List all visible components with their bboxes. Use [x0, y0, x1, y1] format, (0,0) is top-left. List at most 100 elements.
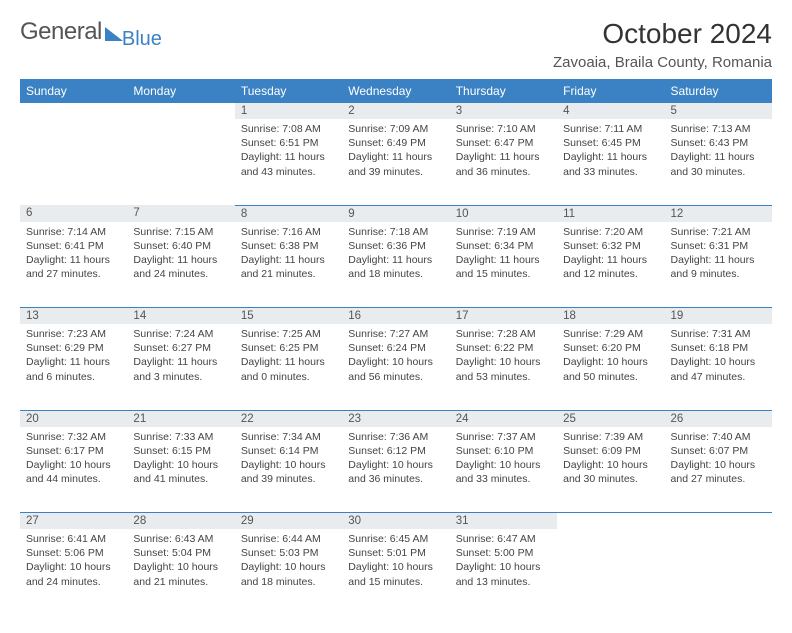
title-block: October 2024 Zavoaia, Braila County, Rom…: [553, 18, 772, 71]
day-details: Sunrise: 6:41 AMSunset: 5:06 PMDaylight:…: [20, 529, 127, 595]
day-content-cell: Sunrise: 7:21 AMSunset: 6:31 PMDaylight:…: [665, 222, 772, 308]
day-content-cell: Sunrise: 6:41 AMSunset: 5:06 PMDaylight:…: [20, 529, 127, 615]
day-number-cell: 3: [450, 103, 557, 119]
day-content-cell: Sunrise: 7:20 AMSunset: 6:32 PMDaylight:…: [557, 222, 664, 308]
day-details: Sunrise: 7:16 AMSunset: 6:38 PMDaylight:…: [235, 222, 342, 288]
day-header: Thursday: [450, 79, 557, 103]
day-details: Sunrise: 6:43 AMSunset: 5:04 PMDaylight:…: [127, 529, 234, 595]
brand-part2: Blue: [122, 28, 162, 51]
day-details: Sunrise: 7:40 AMSunset: 6:07 PMDaylight:…: [665, 427, 772, 493]
day-content-cell: Sunrise: 7:32 AMSunset: 6:17 PMDaylight:…: [20, 427, 127, 513]
day-details: Sunrise: 7:14 AMSunset: 6:41 PMDaylight:…: [20, 222, 127, 288]
day-number-cell: 26: [665, 410, 772, 427]
day-details: Sunrise: 6:44 AMSunset: 5:03 PMDaylight:…: [235, 529, 342, 595]
day-number-cell: [20, 103, 127, 119]
day-number-cell: 4: [557, 103, 664, 119]
day-number-cell: 20: [20, 410, 127, 427]
day-number-cell: 23: [342, 410, 449, 427]
calendar-body: 12345Sunrise: 7:08 AMSunset: 6:51 PMDayl…: [20, 103, 772, 615]
day-number-cell: [557, 513, 664, 530]
day-number-cell: 13: [20, 308, 127, 325]
day-details: Sunrise: 7:19 AMSunset: 6:34 PMDaylight:…: [450, 222, 557, 288]
day-header: Sunday: [20, 79, 127, 103]
day-content-cell: Sunrise: 6:44 AMSunset: 5:03 PMDaylight:…: [235, 529, 342, 615]
content-row: Sunrise: 7:08 AMSunset: 6:51 PMDaylight:…: [20, 119, 772, 205]
location: Zavoaia, Braila County, Romania: [553, 54, 772, 71]
day-number-cell: 29: [235, 513, 342, 530]
day-details: Sunrise: 7:36 AMSunset: 6:12 PMDaylight:…: [342, 427, 449, 493]
day-content-cell: Sunrise: 7:28 AMSunset: 6:22 PMDaylight:…: [450, 324, 557, 410]
day-content-cell: Sunrise: 7:16 AMSunset: 6:38 PMDaylight:…: [235, 222, 342, 308]
day-content-cell: Sunrise: 6:47 AMSunset: 5:00 PMDaylight:…: [450, 529, 557, 615]
day-content-cell: Sunrise: 7:09 AMSunset: 6:49 PMDaylight:…: [342, 119, 449, 205]
day-details: Sunrise: 7:11 AMSunset: 6:45 PMDaylight:…: [557, 119, 664, 185]
day-number-cell: 11: [557, 205, 664, 222]
day-content-cell: Sunrise: 6:43 AMSunset: 5:04 PMDaylight:…: [127, 529, 234, 615]
day-number-cell: 8: [235, 205, 342, 222]
day-number-cell: 10: [450, 205, 557, 222]
day-content-cell: Sunrise: 7:24 AMSunset: 6:27 PMDaylight:…: [127, 324, 234, 410]
day-details: Sunrise: 7:20 AMSunset: 6:32 PMDaylight:…: [557, 222, 664, 288]
content-row: Sunrise: 7:14 AMSunset: 6:41 PMDaylight:…: [20, 222, 772, 308]
day-content-cell: Sunrise: 7:13 AMSunset: 6:43 PMDaylight:…: [665, 119, 772, 205]
sail-icon: [105, 27, 123, 41]
day-details: Sunrise: 7:24 AMSunset: 6:27 PMDaylight:…: [127, 324, 234, 390]
day-details: Sunrise: 7:32 AMSunset: 6:17 PMDaylight:…: [20, 427, 127, 493]
day-content-cell: Sunrise: 7:31 AMSunset: 6:18 PMDaylight:…: [665, 324, 772, 410]
calendar-table: SundayMondayTuesdayWednesdayThursdayFrid…: [20, 79, 772, 615]
daynum-row: 20212223242526: [20, 410, 772, 427]
day-number-cell: 12: [665, 205, 772, 222]
daynum-row: 6789101112: [20, 205, 772, 222]
day-number-cell: 14: [127, 308, 234, 325]
daynum-row: 2728293031: [20, 513, 772, 530]
day-details: Sunrise: 7:08 AMSunset: 6:51 PMDaylight:…: [235, 119, 342, 185]
day-details: Sunrise: 7:21 AMSunset: 6:31 PMDaylight:…: [665, 222, 772, 288]
day-details: Sunrise: 7:33 AMSunset: 6:15 PMDaylight:…: [127, 427, 234, 493]
day-header: Monday: [127, 79, 234, 103]
brand-part1: General: [20, 18, 102, 46]
day-content-cell: Sunrise: 7:37 AMSunset: 6:10 PMDaylight:…: [450, 427, 557, 513]
day-details: Sunrise: 7:28 AMSunset: 6:22 PMDaylight:…: [450, 324, 557, 390]
day-number-cell: [665, 513, 772, 530]
calendar-page: General Blue October 2024 Zavoaia, Brail…: [0, 0, 792, 633]
calendar-head: SundayMondayTuesdayWednesdayThursdayFrid…: [20, 79, 772, 103]
day-details: Sunrise: 6:47 AMSunset: 5:00 PMDaylight:…: [450, 529, 557, 595]
day-content-cell: Sunrise: 7:29 AMSunset: 6:20 PMDaylight:…: [557, 324, 664, 410]
day-content-cell: Sunrise: 7:27 AMSunset: 6:24 PMDaylight:…: [342, 324, 449, 410]
day-number-cell: 18: [557, 308, 664, 325]
day-content-cell: Sunrise: 7:19 AMSunset: 6:34 PMDaylight:…: [450, 222, 557, 308]
day-content-cell: Sunrise: 7:15 AMSunset: 6:40 PMDaylight:…: [127, 222, 234, 308]
day-number-cell: 24: [450, 410, 557, 427]
day-content-cell: Sunrise: 7:34 AMSunset: 6:14 PMDaylight:…: [235, 427, 342, 513]
day-details: Sunrise: 7:09 AMSunset: 6:49 PMDaylight:…: [342, 119, 449, 185]
day-details: Sunrise: 7:39 AMSunset: 6:09 PMDaylight:…: [557, 427, 664, 493]
day-content-cell: Sunrise: 7:33 AMSunset: 6:15 PMDaylight:…: [127, 427, 234, 513]
day-number-cell: 28: [127, 513, 234, 530]
day-number-cell: [127, 103, 234, 119]
day-details: Sunrise: 7:29 AMSunset: 6:20 PMDaylight:…: [557, 324, 664, 390]
day-number-cell: 22: [235, 410, 342, 427]
day-number-cell: 19: [665, 308, 772, 325]
day-number-cell: 31: [450, 513, 557, 530]
day-content-cell: Sunrise: 7:10 AMSunset: 6:47 PMDaylight:…: [450, 119, 557, 205]
content-row: Sunrise: 7:32 AMSunset: 6:17 PMDaylight:…: [20, 427, 772, 513]
day-content-cell: [20, 119, 127, 205]
day-number-cell: 9: [342, 205, 449, 222]
daynum-row: 12345: [20, 103, 772, 119]
day-content-cell: Sunrise: 7:18 AMSunset: 6:36 PMDaylight:…: [342, 222, 449, 308]
day-details: Sunrise: 7:18 AMSunset: 6:36 PMDaylight:…: [342, 222, 449, 288]
day-content-cell: Sunrise: 6:45 AMSunset: 5:01 PMDaylight:…: [342, 529, 449, 615]
day-header: Friday: [557, 79, 664, 103]
day-content-cell: Sunrise: 7:23 AMSunset: 6:29 PMDaylight:…: [20, 324, 127, 410]
day-number-cell: 21: [127, 410, 234, 427]
day-details: Sunrise: 7:37 AMSunset: 6:10 PMDaylight:…: [450, 427, 557, 493]
day-number-cell: 27: [20, 513, 127, 530]
day-details: Sunrise: 7:27 AMSunset: 6:24 PMDaylight:…: [342, 324, 449, 390]
day-number-cell: 17: [450, 308, 557, 325]
day-content-cell: Sunrise: 7:25 AMSunset: 6:25 PMDaylight:…: [235, 324, 342, 410]
day-content-cell: [557, 529, 664, 615]
day-details: Sunrise: 7:13 AMSunset: 6:43 PMDaylight:…: [665, 119, 772, 185]
day-number-cell: 5: [665, 103, 772, 119]
day-number-cell: 7: [127, 205, 234, 222]
day-number-cell: 2: [342, 103, 449, 119]
